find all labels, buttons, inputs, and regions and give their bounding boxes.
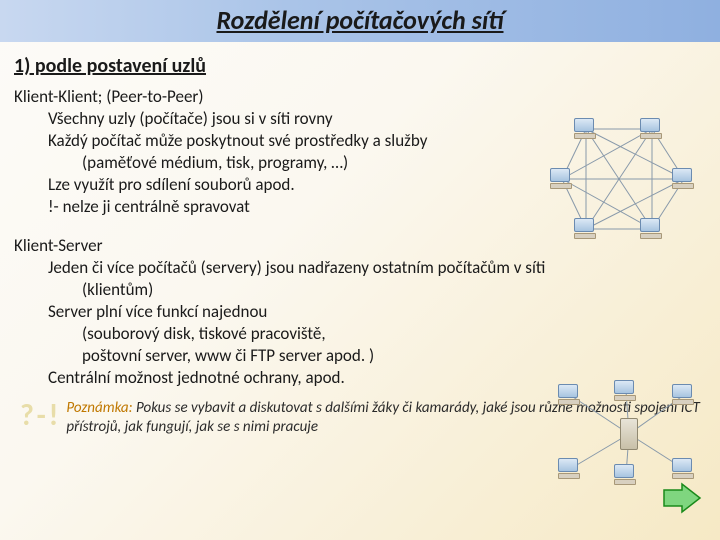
computer-icon — [550, 168, 574, 190]
arrow-right-icon — [662, 482, 702, 514]
computer-icon — [672, 384, 696, 406]
note-mark-icon: ? - ! — [20, 399, 56, 431]
cs-line: Jeden či více počítačů (servery) jsou na… — [14, 257, 706, 279]
title-bar: Rozdělení počítačových sítí — [0, 0, 720, 42]
computer-icon — [672, 168, 696, 190]
computer-icon — [574, 118, 598, 140]
computer-icon — [640, 218, 664, 240]
computer-icon — [672, 458, 696, 480]
computer-icon — [640, 118, 664, 140]
computer-icon — [614, 380, 638, 402]
cs-line: poštovní server, www či FTP server apod.… — [14, 345, 706, 367]
section-subtitle: 1) podle postavení uzlů — [0, 42, 720, 84]
page-title: Rozdělení počítačových sítí — [0, 4, 720, 36]
cs-line: Server plní více funkcí najednou — [14, 301, 706, 323]
computer-icon — [614, 464, 638, 486]
p2p-network-diagram — [544, 110, 704, 250]
next-arrow-button[interactable] — [662, 482, 702, 514]
server-icon — [620, 418, 638, 450]
client-server-diagram — [554, 380, 704, 490]
cs-line: (souborový disk, tiskové pracoviště, — [14, 323, 706, 345]
computer-icon — [574, 218, 598, 240]
computer-icon — [558, 458, 582, 480]
cs-line: (klientům) — [14, 279, 706, 301]
computer-icon — [558, 384, 582, 406]
p2p-heading: Klient-Klient; (Peer-to-Peer) — [14, 86, 706, 108]
note-label: Poznámka: — [66, 399, 132, 417]
